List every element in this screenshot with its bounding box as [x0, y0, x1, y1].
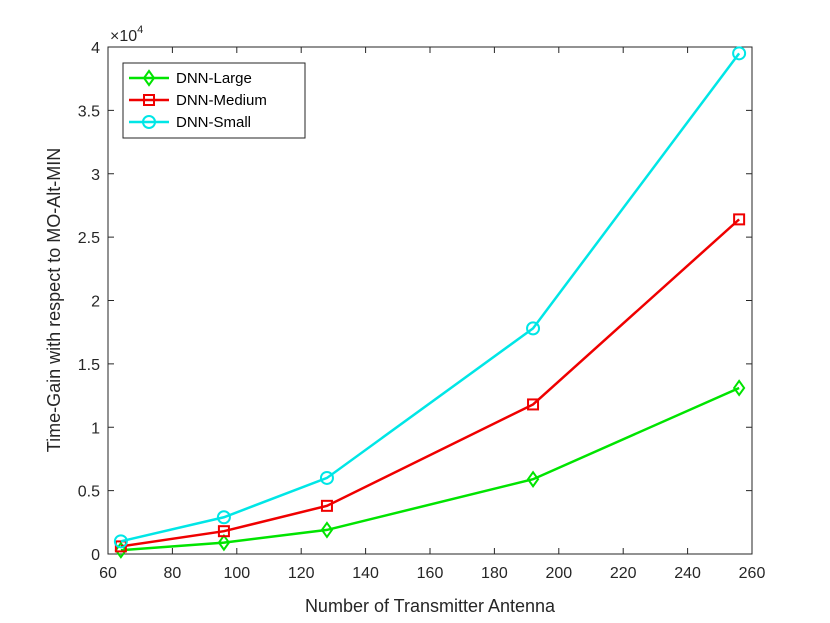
- data-point-dnn-small: [113, 534, 128, 549]
- x-axis: 60 80 100 120 140 160 180 200 220 240 260: [99, 47, 765, 582]
- series-dnn-medium: [114, 213, 746, 553]
- data-point-dnn-large: [320, 521, 334, 539]
- y-tick-label: 4: [91, 40, 100, 57]
- series-line-dnn-large: [120, 386, 740, 552]
- y-tick-label: 1.5: [78, 357, 100, 374]
- legend-item-dnn-large: DNN-Large: [129, 69, 252, 87]
- y-tick-label: 2.5: [78, 230, 100, 247]
- x-tick-label: 260: [739, 565, 766, 582]
- data-point-dnn-medium: [527, 398, 540, 411]
- data-point-dnn-small: [319, 470, 334, 485]
- x-tick-label: 160: [417, 565, 444, 582]
- series-line-dnn-medium: [120, 218, 740, 548]
- data-point-dnn-medium: [217, 525, 230, 538]
- x-axis-label: Number of Transmitter Antenna: [305, 596, 556, 616]
- x-tick-label: 80: [164, 565, 182, 582]
- data-point-dnn-medium: [733, 213, 746, 226]
- data-point-dnn-large: [114, 541, 128, 559]
- x-tick-label: 60: [99, 565, 117, 582]
- y-axis-exponent-base: ×10: [110, 28, 137, 45]
- y-axis: 0 0.5 1 1.5 2 2.5 3 3.5 4: [78, 40, 752, 564]
- legend-marker-dnn-large: [142, 69, 156, 87]
- legend-label-dnn-medium: DNN-Medium: [176, 92, 267, 109]
- data-point-dnn-medium: [320, 499, 333, 512]
- x-tick-label: 140: [352, 565, 379, 582]
- y-axis-label: Time-Gain with respect to MO-Alt-MIN: [44, 148, 64, 452]
- y-tick-label: 3: [91, 167, 100, 184]
- legend-label-dnn-small: DNN-Small: [176, 114, 251, 131]
- x-tick-label: 200: [545, 565, 572, 582]
- data-point-dnn-small: [732, 46, 747, 61]
- y-axis-exponent: ×104: [110, 24, 143, 45]
- legend-item-dnn-medium: DNN-Medium: [129, 92, 267, 109]
- legend-label-dnn-large: DNN-Large: [176, 70, 252, 87]
- y-tick-label: 0.5: [78, 484, 100, 501]
- series-dnn-small: [113, 46, 747, 549]
- y-tick-label: 0: [91, 547, 100, 564]
- legend-marker-dnn-medium: [143, 94, 155, 106]
- legend: DNN-Large DNN-Medium DNN-Small: [122, 62, 306, 139]
- series-line-dnn-small: [120, 52, 741, 543]
- y-axis-exponent-power: 4: [137, 24, 143, 36]
- y-tick-label: 3.5: [78, 103, 100, 120]
- x-tick-label: 100: [223, 565, 250, 582]
- legend-marker-dnn-small: [142, 115, 156, 129]
- y-tick-label: 2: [91, 294, 100, 311]
- data-point-dnn-medium: [114, 540, 127, 553]
- y-tick-label: 1: [91, 420, 100, 437]
- series-dnn-large: [114, 379, 746, 559]
- data-point-dnn-large: [217, 533, 231, 552]
- legend-item-dnn-small: DNN-Small: [129, 114, 251, 131]
- data-point-dnn-small: [216, 510, 231, 525]
- x-tick-label: 120: [288, 565, 315, 582]
- data-point-dnn-small: [526, 321, 541, 336]
- x-tick-label: 180: [481, 565, 508, 582]
- x-tick-label: 220: [610, 565, 637, 582]
- x-tick-label: 240: [674, 565, 701, 582]
- series-layer: [113, 46, 747, 559]
- data-point-dnn-large: [732, 379, 746, 397]
- data-point-dnn-large: [526, 470, 540, 488]
